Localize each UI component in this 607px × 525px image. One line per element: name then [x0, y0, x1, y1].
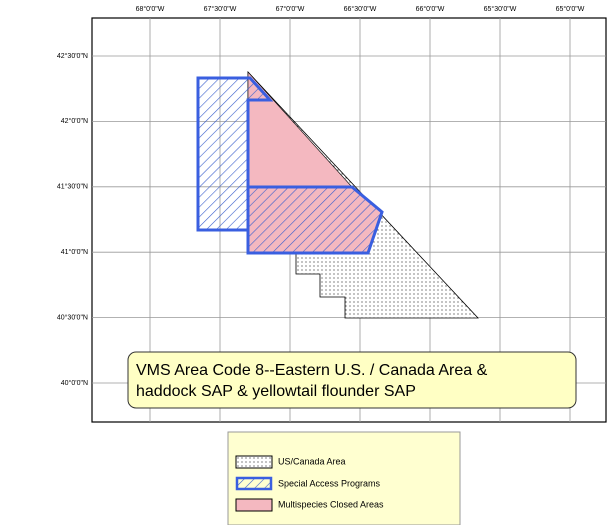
note-line: haddock SAP & yellowtail flounder SAP: [136, 383, 416, 400]
legend-swatch: [235, 455, 273, 469]
note-box: [127, 351, 577, 409]
lat-label: 42°30'0"N: [57, 52, 88, 60]
legend-label: US/Canada Area: [278, 456, 346, 466]
legend-swatch: [235, 476, 273, 491]
lon-label: 66°30'0"W: [344, 5, 377, 13]
lat-label: 41°0'0"N: [61, 248, 88, 256]
lon-label: 67°30'0"W: [204, 5, 237, 13]
lon-label: 65°30'0"W: [484, 5, 517, 13]
lon-label: 67°0'0"W: [276, 5, 305, 13]
sap-west: [196, 76, 274, 232]
lon-label: 66°0'0"W: [416, 5, 445, 13]
sap-east: [246, 185, 384, 255]
legend-label: Special Access Programs: [278, 478, 381, 488]
lat-label: 40°0'0"N: [61, 379, 88, 387]
lat-label: 41°30'0"N: [57, 183, 88, 191]
legend-label: Multispecies Closed Areas: [278, 499, 384, 509]
note-line: VMS Area Code 8--Eastern U.S. / Canada A…: [136, 362, 488, 379]
legend-swatch: [235, 498, 273, 512]
lat-label: 40°30'0"N: [57, 313, 88, 321]
lat-label: 42°0'0"N: [61, 117, 88, 125]
lon-label: 65°0'0"W: [556, 5, 585, 13]
lon-label: 68°0'0"W: [136, 5, 165, 13]
